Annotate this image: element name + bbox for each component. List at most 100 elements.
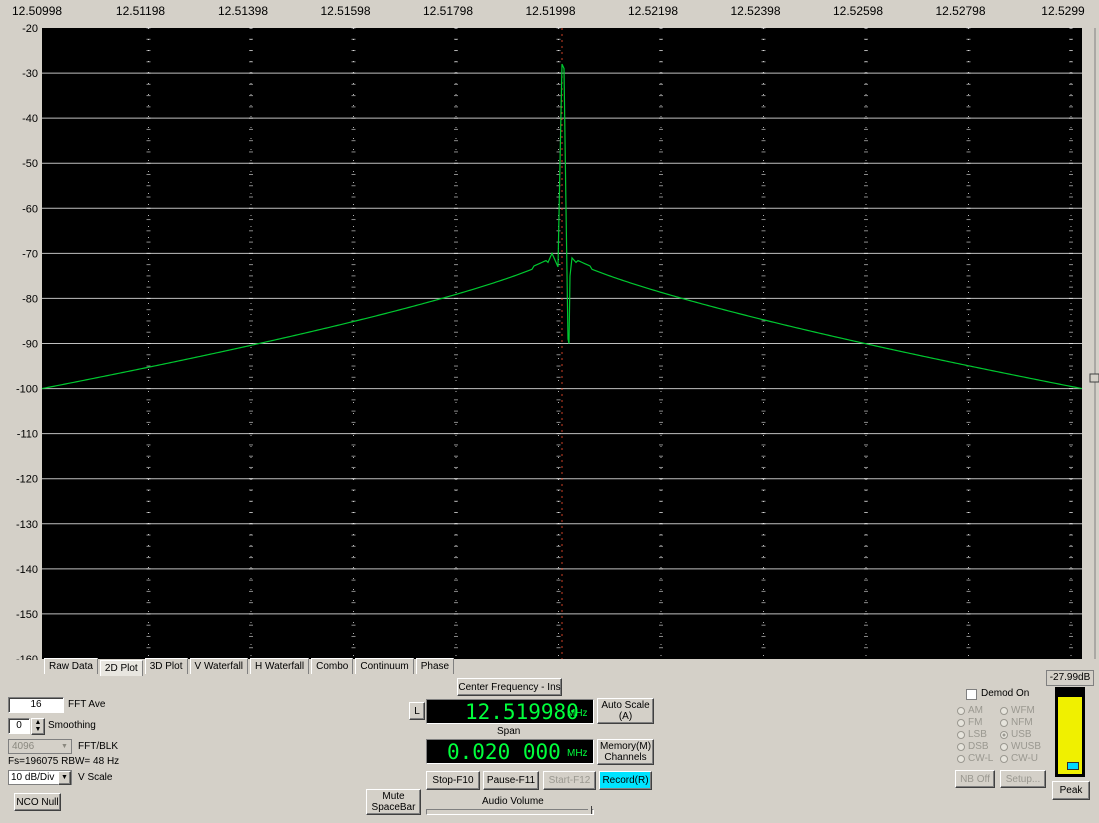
memory-channels-button[interactable]: Memory(M) Channels [597,739,654,765]
audio-volume-slider[interactable] [426,809,594,815]
smoothing-label: Smoothing [48,720,96,731]
tab-continuum[interactable]: Continuum [355,658,414,674]
radio-icon [957,730,965,739]
center-frequency-unit: MHz [567,708,588,719]
center-frequency-display[interactable]: 12.519980 MHz [426,699,594,724]
radio-selected-icon [1000,730,1008,739]
radio-icon [1000,742,1008,751]
x-tick-label: 12.51398 [218,4,268,18]
scale-slider-thumb [1089,373,1099,383]
mode-dsb[interactable]: DSB [957,741,989,752]
radio-icon [957,754,965,763]
demod-on-checkbox[interactable] [966,689,977,700]
peak-meter [1055,687,1085,777]
vscale-select[interactable]: 10 dB/Div ▼ [8,770,72,785]
smoothing-input[interactable]: 0 [8,718,30,734]
radio-icon [957,718,965,727]
x-tick-label: 12.5299 [1041,4,1085,18]
smoothing-spinner[interactable]: ▲ ▼ [31,718,45,735]
stop-button[interactable]: Stop-F10 [426,771,480,790]
x-tick-label: 12.50998 [12,4,62,18]
chevron-down-icon[interactable]: ▼ [58,771,71,785]
y-tick-label: -140 [16,564,38,576]
fs-rbw-info: Fs=196075 RBW= 48 Hz [8,756,120,767]
radio-icon [1000,718,1008,727]
mode-fm[interactable]: FM [957,717,982,728]
y-tick-label: -50 [22,158,38,170]
span-value: 0.020 000 [447,740,561,764]
demod-on-label: Demod On [981,688,1030,699]
center-frequency-value: 12.519980 [465,700,579,724]
mode-cw-l[interactable]: CW-L [957,753,993,764]
mode-am[interactable]: AM [957,705,983,716]
span-display[interactable]: 0.020 000 MHz [426,739,594,764]
tab-phase[interactable]: Phase [415,658,455,674]
y-tick-label: -120 [16,474,38,486]
y-tick-label: -100 [16,384,38,396]
y-tick-label: -150 [16,609,38,621]
mode-cw-u[interactable]: CW-U [1000,753,1038,764]
vscale-label: V Scale [78,772,113,783]
y-tick-label: -40 [22,113,38,125]
peak-reading: -27.99dB [1046,670,1094,686]
peak-meter-fill [1058,697,1082,774]
y-tick-label: -20 [22,23,38,35]
fft-blk-value: 4096 [12,741,35,752]
mode-lsb[interactable]: LSB [957,729,987,740]
y-tick-label: -80 [22,293,38,305]
y-tick-label: -30 [22,68,38,80]
spectrum-plot[interactable]: -20 -30 -40 -50 -60 -70 -80 -90 -100 -110 -120 -130… [0,0,1099,660]
mode-wusb[interactable]: WUSB [1000,741,1041,752]
setup-button[interactable]: Setup... [1000,770,1046,788]
mode-nfm[interactable]: NFM [1000,717,1033,728]
tab-2d-plot[interactable]: 2D Plot [99,660,143,676]
fft-ave-label: FFT Ave [68,699,106,710]
audio-volume-label: Audio Volume [482,796,544,807]
spectrum-trace [41,63,1083,390]
x-tick-label: 12.52598 [833,4,883,18]
peak-meter-thumb [1067,762,1079,770]
fft-ave-input[interactable]: 16 [8,697,64,713]
radio-icon [957,742,965,751]
x-tick-label: 12.51998 [525,4,575,18]
radio-icon [1000,754,1008,763]
auto-scale-button[interactable]: Auto Scale (A) [597,698,654,724]
radio-icon [1000,706,1008,715]
center-frequency-button[interactable]: Center Frequency - Ins [457,678,562,696]
x-tick-label: 12.52398 [730,4,780,18]
span-unit: MHz [567,748,588,759]
y-tick-label: -70 [22,248,38,260]
fft-blk-label: FFT/BLK [78,741,119,752]
peak-button[interactable]: Peak [1052,781,1090,800]
mode-wfm[interactable]: WFM [1000,705,1035,716]
radio-icon [957,706,965,715]
y-tick-label: -130 [16,519,38,531]
tab-h-waterfall[interactable]: H Waterfall [250,658,310,674]
tab-v-waterfall[interactable]: V Waterfall [189,658,249,674]
y-tick-label: -90 [22,339,38,351]
audio-volume-thumb[interactable] [588,806,592,814]
l-button[interactable]: L [409,702,425,720]
y-tick-label: -160 [16,654,38,660]
fft-blk-select[interactable]: 4096 ▼ [8,739,72,754]
tab-raw-data[interactable]: Raw Data [44,658,98,674]
tab-combo[interactable]: Combo [311,658,354,674]
y-tick-label: -60 [22,203,38,215]
y-tick-label: -110 [17,429,38,441]
x-tick-label: 12.52798 [935,4,985,18]
x-tick-label: 12.51198 [116,4,165,18]
x-tick-label: 12.52198 [628,4,678,18]
mute-button[interactable]: Mute SpaceBar [366,789,421,815]
nb-off-button[interactable]: NB Off [955,770,995,788]
nco-null-button[interactable]: NCO Null [14,793,61,811]
x-tick-label: 12.51598 [320,4,370,18]
vscale-value: 10 dB/Div [11,772,55,783]
start-button[interactable]: Start-F12 [543,771,596,790]
mode-usb[interactable]: USB [1000,729,1032,740]
span-label: Span [497,726,521,737]
record-button[interactable]: Record(R) [599,771,652,790]
x-tick-label: 12.51798 [423,4,473,18]
pause-button[interactable]: Pause-F11 [483,771,539,790]
tab-3d-plot[interactable]: 3D Plot [144,658,188,674]
chevron-down-icon[interactable]: ▼ [61,743,68,750]
